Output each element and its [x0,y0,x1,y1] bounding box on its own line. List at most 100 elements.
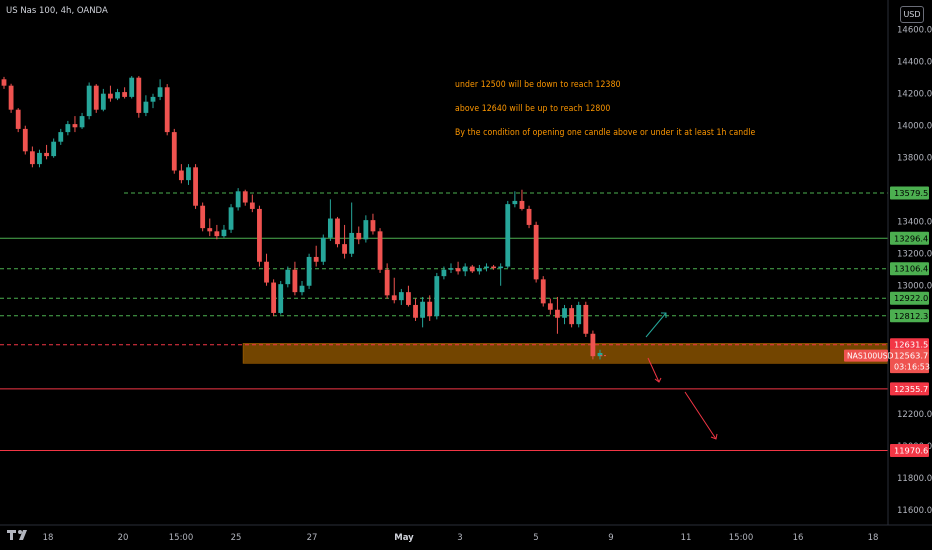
candle-body-39 [278,284,284,313]
candle-body-68 [484,266,489,269]
candle-countdown: 03:16:53 [894,363,930,372]
candle-body-76 [540,279,546,304]
tradingview-logo[interactable] [6,528,34,541]
candle-body-50 [356,232,362,240]
candle-body-81 [576,304,582,325]
x-tick-label-9: 11 [681,533,692,543]
price-label-bg-2 [890,262,929,276]
candle-body-34 [242,191,248,203]
candle-body-79 [562,308,567,318]
candle-body-65 [462,266,468,272]
candle-body-56 [398,292,404,301]
price-label-0: 13579.5 [894,188,928,198]
zone-rect [242,343,889,364]
candle-body-20 [143,101,149,113]
candle-body-41 [292,269,298,293]
y-tick-label-10: 11800.0 [897,474,932,484]
x-tick-label-2: 15:00 [169,533,194,543]
currency-selector[interactable]: USD [900,6,924,23]
candle-body-13 [93,85,99,110]
y-tick-label-2: 14200.0 [897,90,932,100]
candle-body-32 [228,207,234,230]
candle-body-10 [72,124,78,128]
y-tick-label-8: 12200.0 [897,410,932,420]
candle-body-60 [427,301,433,317]
candle-body-23 [164,87,170,133]
x-tick-label-4: 27 [307,533,318,543]
price-label-bg-1 [890,231,929,245]
candle-body-31 [221,229,227,237]
y-tick-label-3: 14000.0 [897,122,932,132]
note-line-2: above 12640 will be up to reach 12800 [455,104,611,114]
candle-body-61 [434,276,440,317]
y-tick-label-0: 14600.0 [897,26,932,36]
y-tick-label-6: 13200.0 [897,250,932,260]
current-price-bg [890,349,929,374]
candle-body-40 [285,269,291,285]
candle-body-11 [79,116,85,128]
arrow-down-2-line [684,391,717,440]
candle-body-51 [363,220,369,240]
arrow-down-2-head [710,433,718,440]
candle-body-28 [200,205,206,229]
x-tick-label-0: 18 [43,533,54,543]
price-label-5: 12631.5 [894,340,928,350]
candle-body-57 [406,292,411,305]
candle-body-30 [214,231,220,237]
candle-body-48 [342,244,347,254]
symbol-tag-bg [844,349,888,362]
arrow-up-line [645,312,667,338]
price-label-bg-3 [890,291,929,305]
candle-body-33 [235,191,241,208]
candle-body-8 [58,132,64,142]
horizontal-levels [0,192,888,451]
candle-body-74 [526,208,532,225]
current-price-value: 12563.7 [894,351,928,361]
candle-body-27 [193,167,198,206]
candle-body-53 [377,231,383,270]
candle-body-12 [86,85,92,117]
candle-body-17 [122,92,128,97]
candle-body-44 [313,256,319,262]
candle-body-59 [420,301,426,318]
symbol-title: US Nas 100, 4h, OANDA [6,6,108,16]
price-label-4: 12812.3 [894,311,928,321]
candle-body-24 [171,132,177,171]
x-tick-label-3: 25 [231,533,242,543]
candle-body-66 [469,266,475,272]
candle-body-73 [519,200,525,209]
candle-body-82 [583,304,589,334]
candle-body-46 [327,218,333,238]
candle-body-25 [178,170,184,181]
candle-body-84 [597,352,603,357]
y-tick-label-7: 13000.0 [897,282,932,292]
price-label-bg-4 [890,309,929,323]
candle-body-18 [129,77,135,97]
x-tick-label-8: 9 [608,533,613,543]
supply-demand-zone [242,343,889,364]
price-label-bg-7 [890,382,929,396]
candle-body-36 [257,208,262,262]
price-label-bg-5 [890,338,929,352]
candle-body-67 [476,268,482,272]
candle-body-69 [491,266,496,269]
x-tick-label-12: 18 [868,533,879,543]
x-tick-label-5: May [394,533,414,543]
candle-body-47 [335,218,340,245]
candle-body-26 [186,167,191,181]
candle-body-75 [533,224,539,280]
candle-body-80 [569,308,575,325]
candle-body-22 [157,87,163,97]
x-tick-label-7: 5 [533,533,538,543]
candle-body-29 [207,228,213,232]
price-label-3: 12922.0 [894,293,928,303]
candle-body-21 [150,96,156,102]
candle-body-71 [505,204,511,267]
candle-body-3 [22,128,28,152]
candle-body-5 [37,152,42,165]
candle-body-37 [264,261,269,283]
symbol-tag: NAS100USD [847,352,894,361]
candle-body-1 [8,85,14,110]
projection-arrows [645,312,718,440]
